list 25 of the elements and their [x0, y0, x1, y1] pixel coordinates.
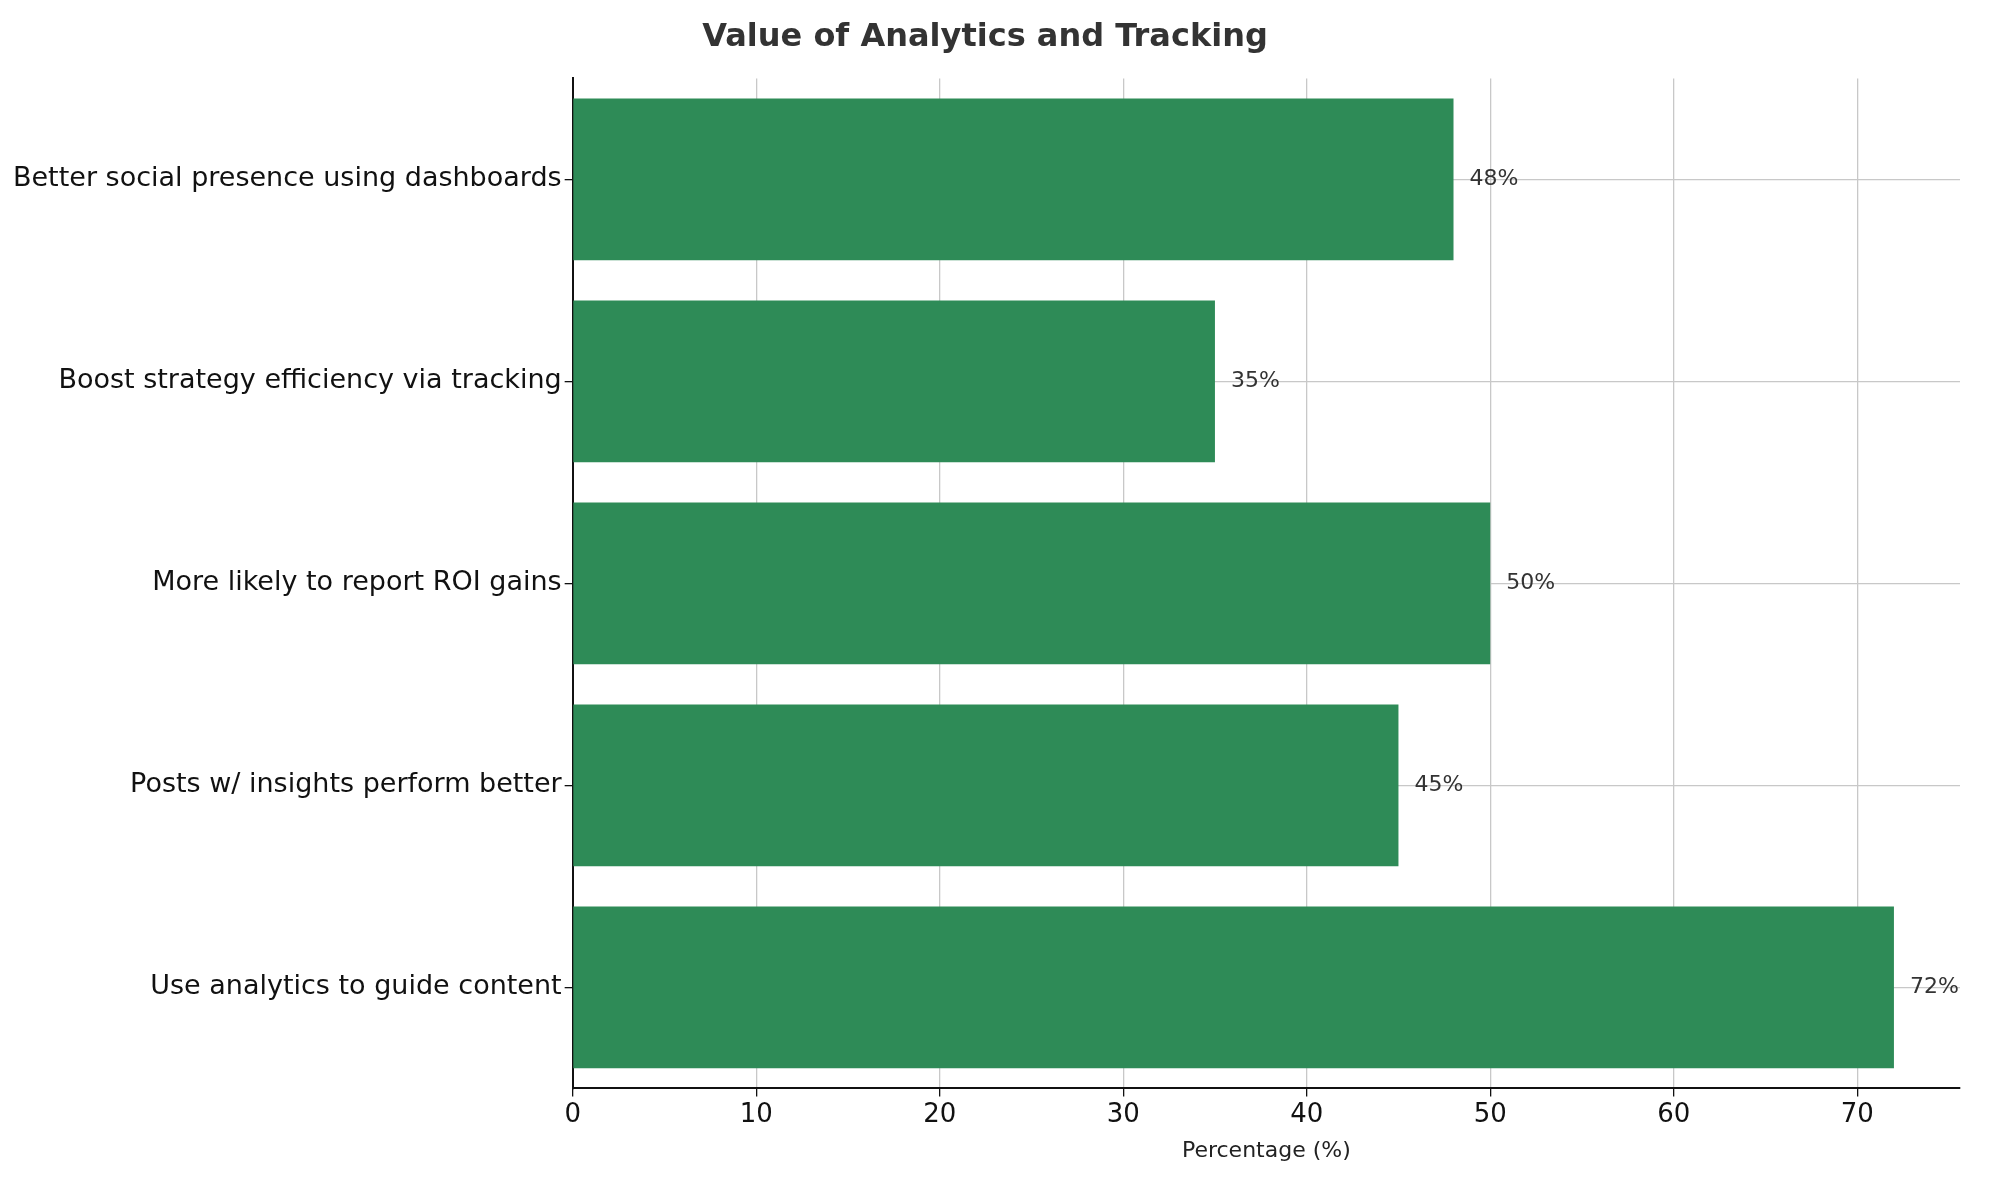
- bar: [573, 502, 1491, 665]
- bar: [573, 906, 1894, 1069]
- y-tick-label: Use analytics to guide content: [150, 969, 562, 1001]
- data-label: 45%: [1414, 771, 1464, 797]
- x-tick-label: 40: [1290, 1097, 1324, 1128]
- y-tick-label: Better social presence using dashboards: [12, 161, 562, 193]
- y-tick-label: Posts w/ insights perform better: [130, 767, 563, 799]
- x-tick-label: 30: [1106, 1097, 1140, 1128]
- data-label: 50%: [1506, 569, 1556, 595]
- bar: [573, 98, 1454, 261]
- x-tick-label: 0: [564, 1097, 581, 1128]
- data-label: 48%: [1469, 165, 1519, 191]
- data-label: 72%: [1909, 973, 1959, 999]
- x-tick-label: 50: [1473, 1097, 1507, 1128]
- chart-title: Value of Analytics and Tracking: [702, 15, 1268, 54]
- bar: [573, 704, 1399, 867]
- x-tick-label: 70: [1840, 1097, 1874, 1128]
- x-axis-title: Percentage (%): [1181, 1136, 1351, 1162]
- data-label: 35%: [1230, 367, 1280, 393]
- x-tick-label: 60: [1657, 1097, 1691, 1128]
- y-tick-label: More likely to report ROI gains: [152, 565, 562, 597]
- bar: [573, 300, 1215, 463]
- y-tick-label: Boost strategy efficiency via tracking: [58, 363, 562, 395]
- x-tick-label: 10: [739, 1097, 773, 1128]
- x-tick-label: 20: [923, 1097, 957, 1128]
